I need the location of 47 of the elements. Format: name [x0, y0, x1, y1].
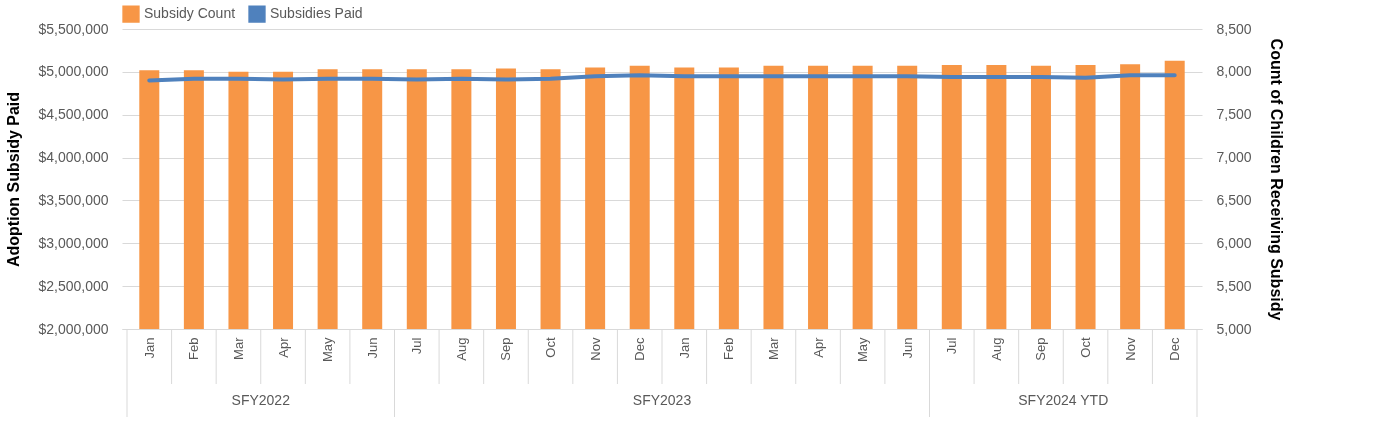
x-tick-label: Jan — [141, 337, 157, 359]
legend-label: Subsidies Paid — [270, 5, 363, 22]
x-tick-label: Nov — [1122, 337, 1138, 361]
y-axis-title: Adoption Subsidy Paid — [5, 91, 23, 268]
y-tick-label: $2,500,000 — [38, 277, 109, 294]
x-tick-label: Mar — [765, 336, 781, 360]
y-tick-label: $2,000,000 — [38, 320, 109, 337]
y-tick-label: $3,000,000 — [38, 234, 109, 251]
y2-tick-label: 8,500 — [1216, 20, 1252, 37]
x-tick-label: Feb — [186, 337, 202, 360]
y-tick-label: $3,500,000 — [38, 191, 109, 208]
x-tick-label: Jul — [409, 337, 425, 355]
x-tick-label: Jun — [364, 337, 380, 359]
x-tick-label: Aug — [988, 337, 1004, 361]
legend-label: Subsidy Count — [144, 5, 236, 22]
y2-tick-label: 5,000 — [1216, 320, 1252, 337]
y2-tick-label: 6,000 — [1216, 234, 1252, 251]
x-tick-label: Sep — [1033, 337, 1049, 361]
y2-tick-label: 7,000 — [1216, 149, 1252, 166]
x-tick-label: Jun — [899, 337, 915, 359]
y-tick-label: $4,000,000 — [38, 149, 109, 166]
y-tick-label: $4,500,000 — [38, 106, 109, 123]
x-tick-label: Jul — [944, 337, 960, 355]
y2-tick-label: 7,500 — [1216, 106, 1252, 123]
x-tick-label: Apr — [810, 336, 826, 358]
x-tick-label: Mar — [230, 336, 246, 360]
x-tick-label: Jan — [676, 337, 692, 359]
y-tick-label: $5,500,000 — [38, 20, 109, 37]
x-tick-label: Apr — [275, 336, 291, 358]
y2-tick-label: 8,000 — [1216, 63, 1252, 80]
x-tick-label: Sep — [498, 337, 514, 361]
y2-tick-label: 5,500 — [1216, 277, 1252, 294]
x-tick-label: Dec — [1167, 337, 1183, 361]
text: SFY2022 — [231, 392, 291, 408]
x-tick-label: Dec — [632, 337, 648, 361]
text: SFY2024 YTD — [1018, 392, 1109, 408]
y-tick-label: $5,000,000 — [38, 63, 109, 80]
x-tick-label: May — [855, 337, 871, 363]
x-tick-label: Feb — [721, 337, 737, 360]
text: SFY2023 — [632, 392, 692, 408]
y2-axis-title: Count of Children Receiving Subsidy — [1267, 38, 1285, 321]
x-tick-label: May — [320, 337, 336, 363]
x-tick-label: Oct — [1078, 337, 1094, 358]
x-tick-label: Oct — [543, 337, 559, 358]
x-tick-label: Nov — [587, 337, 603, 361]
y2-tick-label: 6,500 — [1216, 191, 1252, 208]
x-tick-label: Aug — [453, 337, 469, 361]
